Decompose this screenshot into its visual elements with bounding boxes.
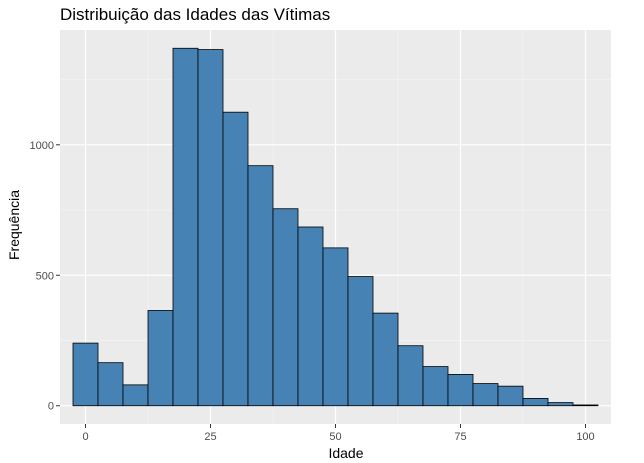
histogram-bar <box>497 385 524 407</box>
y-tick-label: 0 <box>48 401 54 413</box>
histogram-bar <box>297 226 324 407</box>
x-tick-label: 100 <box>576 431 594 443</box>
x-tick-label: 75 <box>454 431 466 443</box>
y-axis-ticks: 0 500 1000 <box>30 140 60 413</box>
histogram-bar <box>272 208 299 407</box>
histogram-bar <box>247 165 274 407</box>
histogram-bar <box>572 404 599 407</box>
histogram-bar <box>322 247 349 407</box>
histogram-bar <box>72 342 99 407</box>
histogram-bar <box>122 384 149 407</box>
x-axis-title: Idade <box>328 445 363 461</box>
histogram-bar <box>372 312 399 407</box>
histogram-bars <box>72 47 599 407</box>
histogram-bar <box>97 362 124 407</box>
histogram-bar <box>547 402 574 407</box>
x-tick-label: 0 <box>82 431 88 443</box>
histogram-bar <box>222 111 249 407</box>
x-axis-ticks: 0 25 50 75 100 <box>82 424 595 443</box>
histogram-bar <box>197 49 224 407</box>
chart-title: Distribuição das Idades das Vítimas <box>60 5 330 24</box>
y-tick-label: 1000 <box>30 140 54 152</box>
histogram-bar <box>347 276 374 407</box>
y-axis-title: Frequência <box>6 190 22 260</box>
histogram-bar <box>172 47 199 407</box>
histogram-bar <box>472 383 499 407</box>
x-tick-label: 50 <box>329 431 341 443</box>
y-tick-label: 500 <box>36 270 54 282</box>
histogram-bar <box>447 374 474 407</box>
x-tick-label: 25 <box>204 431 216 443</box>
histogram-bar <box>147 310 174 407</box>
histogram-bar <box>522 398 549 407</box>
histogram-bar <box>422 366 449 407</box>
histogram-bar <box>397 345 424 407</box>
